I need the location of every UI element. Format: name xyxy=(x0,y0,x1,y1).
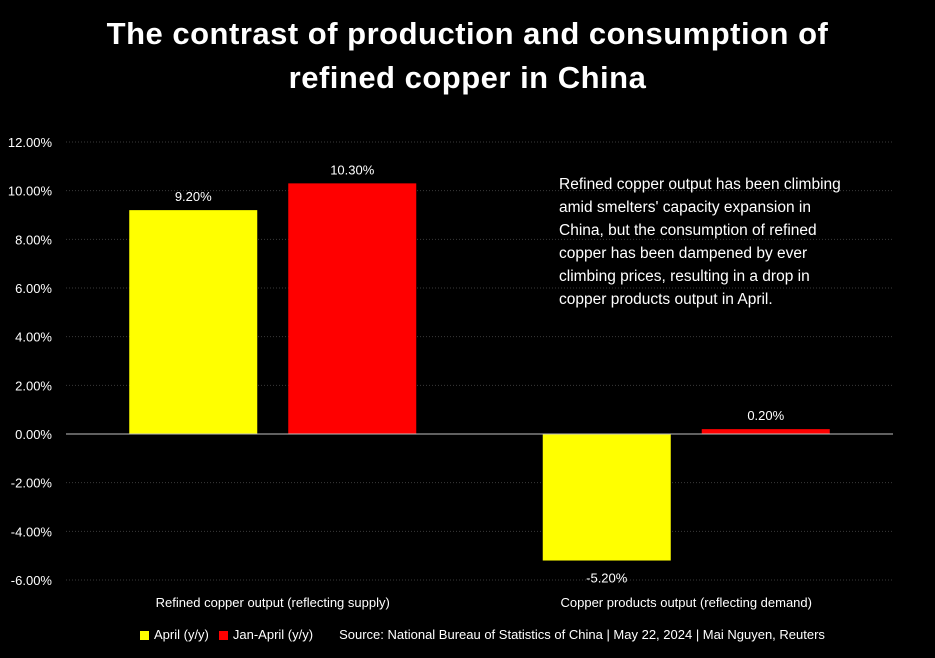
y-tick-label: -4.00% xyxy=(11,524,53,539)
bar-jan-april xyxy=(288,183,417,434)
y-tick-label: 10.00% xyxy=(8,184,53,199)
x-tick-label: Copper products output (reflecting deman… xyxy=(561,595,812,610)
chart-title-line-2: refined copper in China xyxy=(288,60,647,95)
y-tick-label: 4.00% xyxy=(15,330,52,345)
chart-annotation: Refined copper output has been climbing … xyxy=(559,176,841,308)
y-axis: 12.00% 10.00% 8.00% 6.00% 4.00% 2.00% 0.00% -2.… xyxy=(8,135,53,588)
legend-label-april: April (y/y) xyxy=(154,627,209,642)
data-labels: 9.20% 10.30% -5.20% 0.20% xyxy=(175,162,785,585)
legend-item-april: April (y/y) xyxy=(140,627,209,643)
data-label: -5.20% xyxy=(586,571,628,586)
y-tick-label: 8.00% xyxy=(15,232,52,247)
y-tick-label: -6.00% xyxy=(11,573,53,588)
legend-swatch-jan-april xyxy=(218,630,228,640)
y-tick-label: -2.00% xyxy=(11,476,53,491)
legend-label-jan-april: Jan-April (y/y) xyxy=(232,627,314,642)
chart-title: The contrast of production and consumpti… xyxy=(0,12,935,100)
data-label: 10.30% xyxy=(330,162,375,177)
y-tick-label: 6.00% xyxy=(15,281,52,296)
y-tick-label: 2.00% xyxy=(15,378,52,393)
data-label: 9.20% xyxy=(175,189,212,204)
source-note: Source: National Bureau of Statistics of… xyxy=(339,627,825,642)
bar-april xyxy=(542,434,671,561)
chart-title-line-1: The contrast of production and consumpti… xyxy=(106,16,829,51)
bar-jan-april xyxy=(701,429,830,434)
bar-april xyxy=(129,210,258,434)
legend-swatch-april xyxy=(140,630,149,640)
bars xyxy=(129,183,830,561)
data-label: 0.20% xyxy=(747,408,784,423)
y-tick-label: 0.00% xyxy=(15,427,52,442)
x-tick-label: Refined copper output (reflecting supply… xyxy=(156,595,390,610)
x-axis: Refined copper output (reflecting supply… xyxy=(156,595,812,610)
y-tick-label: 12.00% xyxy=(8,135,53,150)
legend: April (y/y) Jan-April (y/y) Source: Nati… xyxy=(140,627,825,643)
legend-item-jan-april: Jan-April (y/y) xyxy=(218,627,314,643)
